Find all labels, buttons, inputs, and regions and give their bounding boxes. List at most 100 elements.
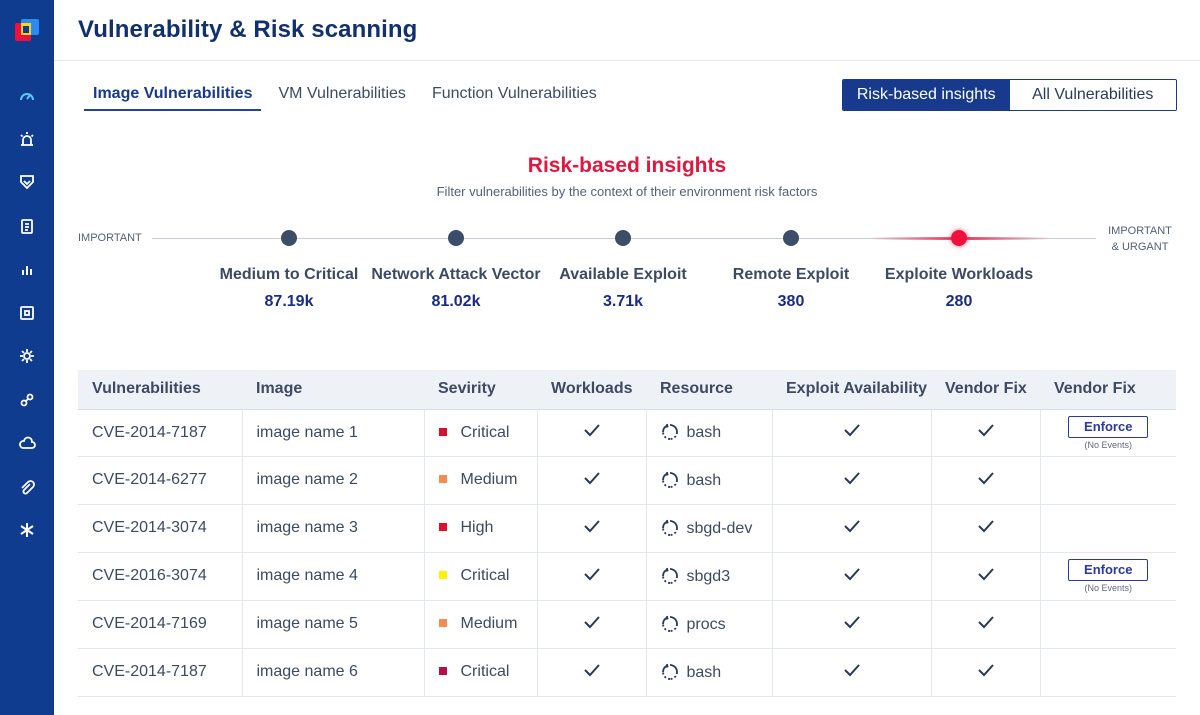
all-vulnerabilities-button[interactable]: All Vulnerabilities <box>1009 80 1176 110</box>
scale-right-label: IMPORTANT & URGANT <box>1100 223 1180 255</box>
resource-cell: bash <box>646 648 773 697</box>
severity-cell: Medium <box>424 600 538 649</box>
table-row[interactable]: CVE-2016-3074 image name 4 Critical sbgd3 En… <box>78 552 1176 601</box>
cve-id-cell[interactable]: CVE-2014-7187 <box>78 409 243 457</box>
table-row[interactable]: CVE-2014-3074 image name 3 High sbgd-dev <box>78 504 1176 553</box>
column-header[interactable]: Vendor Fix <box>1040 370 1176 410</box>
cve-id-cell[interactable]: CVE-2014-7169 <box>78 600 243 649</box>
column-header[interactable]: Image <box>242 370 424 410</box>
factor-value: 87.19k <box>264 293 314 310</box>
resource-cell: procs <box>646 600 773 649</box>
check-icon <box>843 567 860 580</box>
box-icon[interactable] <box>15 301 39 325</box>
severity-label: Medium <box>460 471 518 488</box>
enforce-button[interactable]: Enforce <box>1068 415 1149 438</box>
exploit-availability-cell <box>772 504 932 553</box>
table-row[interactable]: CVE-2014-7187 image name 1 Critical bash Enf… <box>78 409 1176 457</box>
cve-id-cell[interactable]: CVE-2016-3074 <box>78 552 243 601</box>
sidebar <box>0 0 54 715</box>
image-name-cell[interactable]: image name 2 <box>242 456 425 505</box>
page-title: Vulnerability & Risk scanning <box>78 16 418 43</box>
bar-chart-icon[interactable] <box>15 257 39 281</box>
tab-vm-vulnerabilities[interactable]: VM Vulnerabilities <box>278 85 406 102</box>
check-icon <box>843 471 860 484</box>
speedometer-icon[interactable] <box>15 84 39 108</box>
factor-label: Available Exploit <box>559 266 687 283</box>
column-header[interactable]: Workloads <box>537 370 646 410</box>
clipboard-icon[interactable] <box>15 214 39 238</box>
risk-based-insights-button[interactable]: Risk-based insights <box>843 80 1010 110</box>
check-icon <box>977 519 994 532</box>
column-header[interactable]: Vulnerabilities <box>78 370 242 410</box>
exploit-availability-cell <box>772 409 932 457</box>
factor-dot-exploite-workloads[interactable] <box>951 230 967 246</box>
table-row[interactable]: CVE-2014-7187 image name 6 Critical bash <box>78 648 1176 697</box>
image-name-cell[interactable]: image name 4 <box>242 552 425 601</box>
table-row[interactable]: CVE-2014-6277 image name 2 Medium bash <box>78 456 1176 505</box>
severity-cell: Critical <box>424 409 538 457</box>
resource-cell: bash <box>646 456 773 505</box>
check-icon <box>583 567 600 580</box>
gear-icon[interactable] <box>15 344 39 368</box>
shield-icon[interactable] <box>15 170 39 194</box>
check-icon <box>583 424 600 437</box>
column-header[interactable]: Exploit Availability <box>772 370 931 410</box>
enforce-cell: Enforce (No Events) <box>1040 409 1176 457</box>
alarm-icon[interactable] <box>15 127 39 151</box>
page-header: Vulnerability & Risk scanning <box>54 0 1200 61</box>
table-row[interactable]: CVE-2014-7169 image name 5 Medium procs <box>78 600 1176 649</box>
cve-id-cell[interactable]: CVE-2014-7187 <box>78 648 243 697</box>
image-name-cell[interactable]: image name 3 <box>242 504 425 553</box>
resource-icon <box>661 567 678 584</box>
enforce-cell <box>1040 648 1176 697</box>
vendor-fix-cell <box>931 648 1041 697</box>
cloud-icon[interactable] <box>15 431 39 455</box>
image-name-cell[interactable]: image name 1 <box>242 409 425 457</box>
paperclip-icon[interactable] <box>15 475 39 499</box>
app-logo-icon[interactable] <box>12 16 42 46</box>
column-header[interactable]: Sevirity <box>424 370 537 410</box>
factor-value: 380 <box>777 293 805 310</box>
cve-id-cell[interactable]: CVE-2014-3074 <box>78 504 243 553</box>
factor-label: Exploite Workloads <box>884 266 1034 283</box>
factor-dot-network-attack-vector[interactable] <box>448 230 464 246</box>
vendor-fix-cell <box>931 600 1041 649</box>
enforce-button[interactable]: Enforce <box>1068 559 1149 581</box>
image-name-cell[interactable]: image name 6 <box>242 648 425 697</box>
resource-label: bash <box>686 471 722 489</box>
severity-indicator <box>438 619 447 627</box>
column-header[interactable]: Vendor Fix <box>931 370 1040 410</box>
link-icon[interactable] <box>15 388 39 412</box>
severity-label: Critical <box>460 567 510 584</box>
factor-dot-medium-to-critical[interactable] <box>281 230 297 246</box>
column-header[interactable]: Resource <box>646 370 772 410</box>
enforce-cell <box>1040 456 1176 505</box>
exploit-availability-cell <box>772 600 932 649</box>
resource-cell: bash <box>646 409 773 457</box>
image-name-cell[interactable]: image name 5 <box>242 600 425 649</box>
check-icon <box>977 424 994 437</box>
severity-indicator <box>438 571 447 579</box>
resource-cell: sbgd3 <box>646 552 773 601</box>
factor-dot-remote-exploit[interactable] <box>783 230 799 246</box>
tab-function-vulnerabilities[interactable]: Function Vulnerabilities <box>431 85 597 102</box>
enforce-note: (No Events) <box>1084 439 1132 450</box>
severity-label: High <box>460 519 494 536</box>
resource-icon <box>661 663 678 680</box>
factor-dot-available-exploit[interactable] <box>615 230 631 246</box>
vendor-fix-cell <box>931 409 1041 457</box>
resource-label: bash <box>686 424 722 441</box>
resource-icon <box>661 423 678 440</box>
factor-value: 280 <box>945 293 973 310</box>
check-icon <box>843 424 860 437</box>
tab-image-vulnerabilities[interactable]: Image Vulnerabilities <box>84 80 262 111</box>
cve-id-cell[interactable]: CVE-2014-6277 <box>78 456 243 505</box>
check-icon <box>583 471 600 484</box>
resource-label: bash <box>686 663 722 681</box>
asterisk-icon[interactable] <box>15 518 39 542</box>
exploit-availability-cell <box>772 456 932 505</box>
check-icon <box>977 471 994 484</box>
check-icon <box>843 519 860 532</box>
factor-value: 81.02k <box>431 293 481 310</box>
view-toggle: Risk-based insights All Vulnerabilities <box>842 79 1177 111</box>
